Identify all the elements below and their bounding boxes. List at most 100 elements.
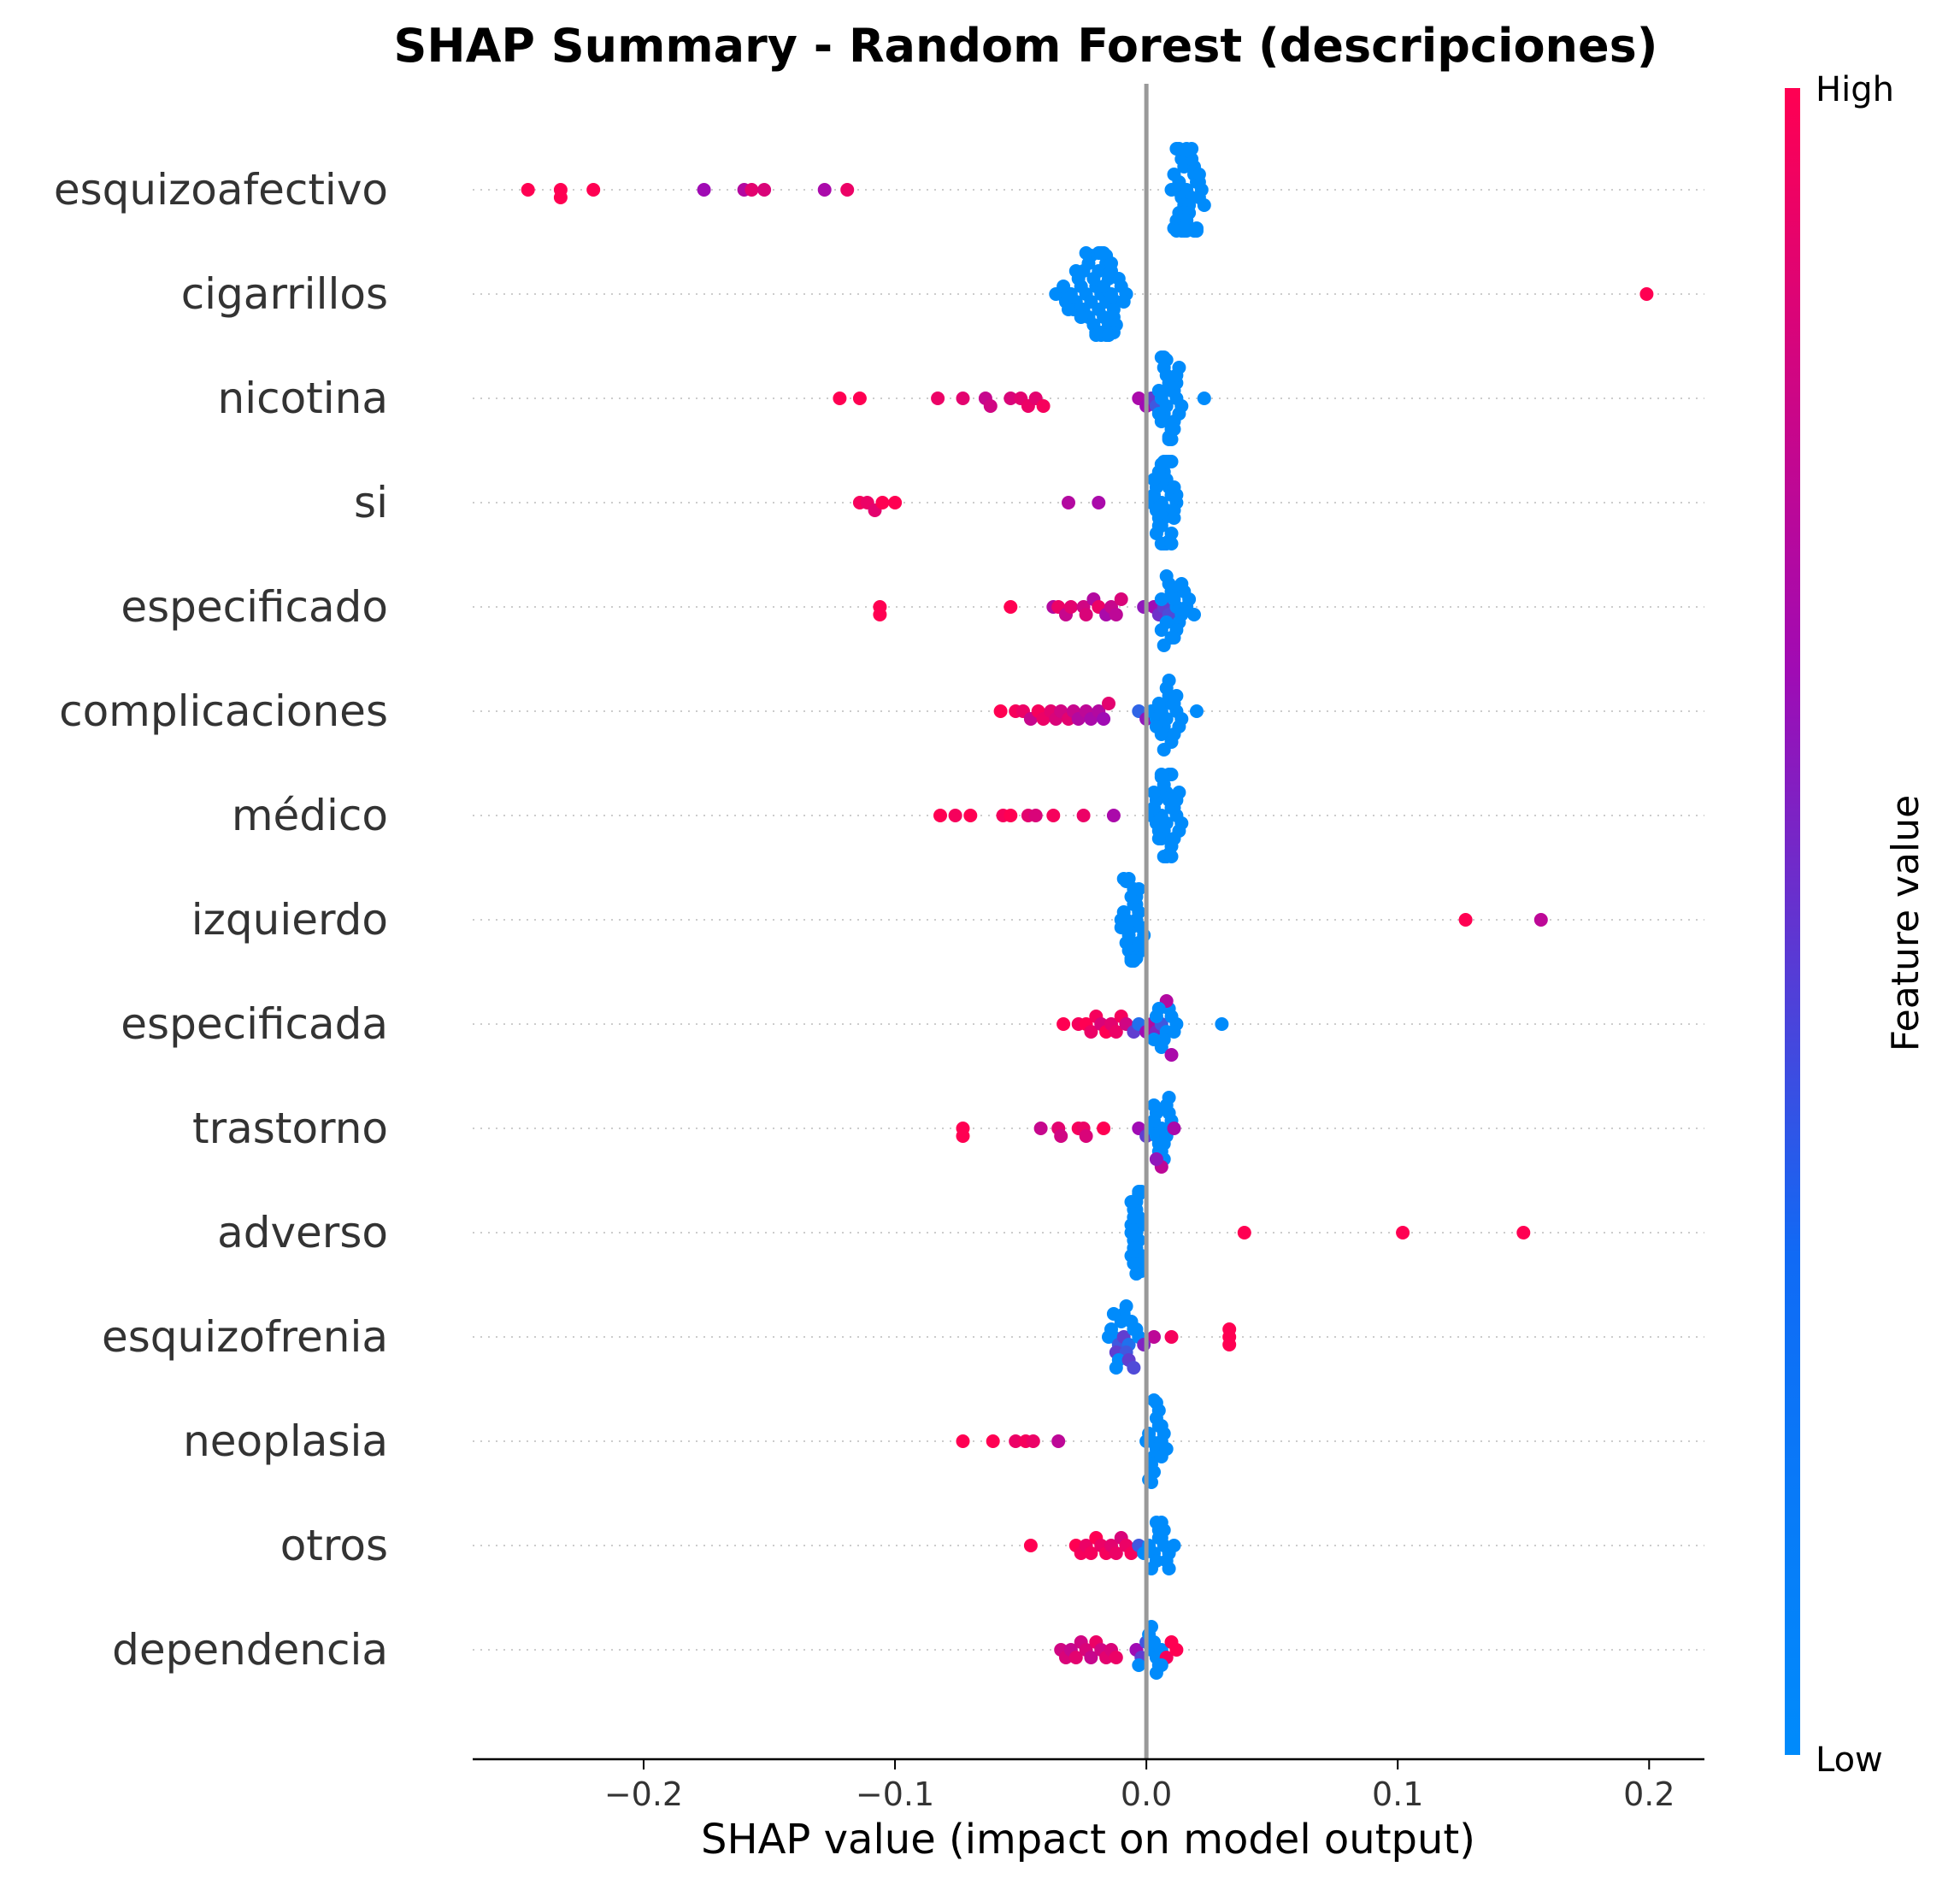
shap-point	[873, 608, 887, 621]
x-tick-label: 0.0	[1121, 1775, 1172, 1813]
shap-point	[1222, 1322, 1237, 1336]
shap-point	[1154, 1658, 1168, 1672]
shap-point	[1036, 399, 1051, 413]
shap-point	[1167, 511, 1181, 525]
shap-point	[983, 399, 998, 413]
shap-point	[1192, 168, 1206, 181]
x-tick-label: 0.2	[1623, 1775, 1675, 1813]
shap-point	[1137, 1338, 1151, 1351]
x-tick-label: −0.1	[856, 1775, 934, 1813]
shap-point	[1167, 1025, 1181, 1039]
shap-point	[1639, 287, 1654, 301]
shap-point	[1222, 1338, 1237, 1351]
shap-point	[1092, 496, 1106, 509]
feature-row: otros	[280, 1516, 1704, 1575]
shap-point	[1127, 1361, 1141, 1375]
shap-point	[1004, 392, 1018, 405]
shap-point	[1190, 704, 1204, 718]
shap-point	[1004, 809, 1018, 822]
shap-point	[1154, 537, 1168, 551]
feature-label: izquierdo	[191, 895, 388, 945]
shap-point	[1076, 809, 1091, 822]
feature-label: especificado	[121, 582, 388, 632]
shap-point	[1169, 142, 1184, 156]
shap-point	[1147, 1033, 1161, 1046]
colorbar	[1785, 88, 1800, 1755]
shap-point	[1116, 295, 1131, 309]
shap-point	[1164, 1330, 1179, 1344]
shap-point	[1237, 1226, 1251, 1239]
shap-point	[1154, 1450, 1168, 1463]
shap-point	[1516, 1226, 1531, 1239]
shap-point	[1533, 913, 1548, 927]
shap-point	[1084, 1546, 1098, 1560]
shap-point	[1164, 1048, 1179, 1062]
feature-label: complicaciones	[59, 686, 388, 736]
shap-point	[1109, 1361, 1123, 1375]
shap-point	[1114, 592, 1128, 606]
shap-point	[1079, 608, 1093, 621]
feature-rows: esquizoafectivo cigarrillos nicotina si espe…	[54, 142, 1704, 1680]
shap-point	[1164, 537, 1179, 551]
colorbar-low-label: Low	[1816, 1740, 1883, 1780]
shap-point	[1063, 600, 1078, 614]
shap-point	[852, 392, 867, 405]
shap-point	[1119, 1299, 1133, 1313]
shap-point	[1026, 1434, 1040, 1448]
feature-row: neoplasia	[183, 1393, 1704, 1489]
shap-point	[1157, 639, 1171, 652]
shap-point	[1167, 1122, 1181, 1135]
x-axis-label: SHAP value (impact on model output)	[701, 1816, 1475, 1864]
shap-point	[1068, 1651, 1083, 1664]
feature-row: esquizofrenia	[102, 1299, 1704, 1375]
shap-point	[993, 704, 1008, 718]
feature-row: adverso	[217, 1185, 1704, 1281]
shap-point	[697, 183, 711, 197]
shap-point	[933, 809, 947, 822]
shap-point	[1151, 407, 1166, 421]
shap-point	[1004, 600, 1018, 614]
shap-point	[1167, 832, 1181, 845]
feature-row: trastorno	[192, 1091, 1704, 1174]
shap-point	[1109, 1651, 1123, 1664]
shap-point	[1172, 361, 1186, 374]
shap-point	[521, 183, 535, 197]
shap-point	[948, 809, 962, 822]
feature-label: neoplasia	[183, 1416, 388, 1466]
shap-point	[1046, 809, 1061, 822]
shap-point	[1057, 280, 1071, 293]
shap-point	[1167, 168, 1181, 181]
x-tick-label: −0.2	[604, 1775, 683, 1813]
shap-point	[1167, 592, 1181, 606]
shap-point	[1169, 689, 1184, 703]
shap-point	[1057, 1017, 1071, 1031]
shap-point	[1102, 328, 1115, 342]
shap-point	[1009, 1434, 1023, 1448]
shap-point	[1180, 224, 1194, 238]
shap-point	[1167, 422, 1181, 436]
shap-point	[1147, 1393, 1161, 1407]
shap-point	[1102, 697, 1115, 710]
shap-point	[956, 1129, 970, 1143]
feature-label: trastorno	[192, 1104, 388, 1153]
shap-point	[1167, 1539, 1181, 1552]
feature-label: otros	[280, 1521, 388, 1570]
shap-point	[1174, 577, 1189, 591]
shap-point	[1167, 480, 1181, 494]
shap-point	[986, 1434, 1000, 1448]
shap-point	[1154, 768, 1168, 781]
shap-point	[1114, 921, 1128, 934]
shap-point	[1079, 246, 1093, 260]
shap-point	[1157, 455, 1171, 468]
shap-point	[1154, 592, 1168, 606]
feature-label: especificada	[121, 999, 388, 1049]
shap-point	[1109, 1025, 1123, 1039]
shap-point	[1154, 1419, 1168, 1433]
shap-point	[1157, 743, 1171, 757]
shap-point	[1162, 1562, 1176, 1575]
shap-point	[745, 183, 759, 197]
feature-row: especificada	[121, 994, 1704, 1062]
shap-point	[553, 191, 568, 204]
feature-row: nicotina	[218, 350, 1704, 446]
x-axis-ticks: −0.2 −0.1 0.0 0.1 0.2	[604, 1759, 1675, 1813]
